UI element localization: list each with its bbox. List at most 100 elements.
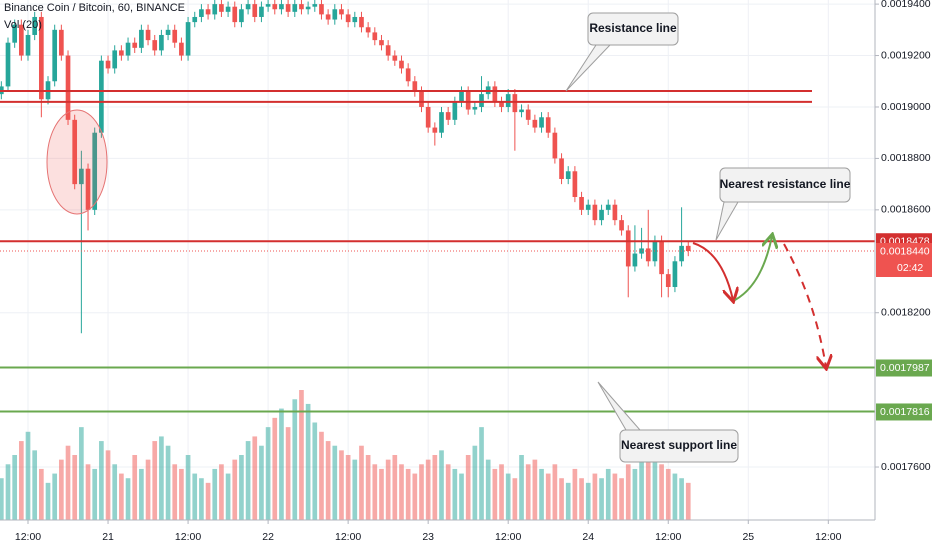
last-price-bg — [876, 242, 932, 277]
candle-body — [472, 106, 478, 110]
candle-body — [12, 24, 18, 43]
candle-body — [512, 94, 518, 113]
time-axis-bg — [0, 520, 932, 550]
annotation: Nearest support line — [621, 438, 737, 452]
x-tick-label: 25 — [742, 531, 754, 543]
volume-bar — [572, 468, 578, 520]
candle-body — [232, 6, 238, 23]
volume-bar — [0, 478, 4, 520]
volume-bar — [165, 445, 171, 520]
volume — [0, 390, 691, 520]
candle-body — [172, 29, 178, 43]
candle-body — [465, 91, 471, 110]
volume-bar — [45, 482, 51, 520]
volume-bar — [539, 468, 544, 520]
volume-bar — [332, 445, 338, 520]
volume-bar — [345, 455, 351, 520]
volume-bar — [505, 473, 511, 520]
annotation: Nearest resistance line — [720, 177, 851, 191]
volume-bar — [619, 478, 624, 520]
candle-body — [145, 29, 151, 41]
candle-body — [599, 209, 604, 221]
volume-bar — [592, 473, 598, 520]
volume-bar — [665, 468, 671, 520]
candle-body — [579, 196, 584, 210]
volume-bar — [519, 455, 524, 520]
candle-body — [539, 117, 544, 128]
volume-bar — [265, 427, 271, 520]
arrow-up — [734, 236, 772, 301]
candle-body — [265, 4, 271, 7]
candle-body — [159, 34, 164, 51]
volume-bar — [552, 464, 558, 520]
candle-body — [679, 245, 684, 262]
volume-bar — [12, 455, 18, 520]
volume-bar — [99, 441, 104, 520]
candle-body — [165, 29, 171, 35]
candle-body — [399, 60, 404, 69]
candle-body — [99, 60, 104, 133]
candle-body — [665, 274, 671, 288]
candle-body — [139, 29, 144, 48]
candle-body — [425, 106, 431, 128]
volume-bar — [559, 478, 564, 520]
candle-body — [299, 4, 304, 10]
volume-bar — [319, 431, 324, 520]
volume-bar — [492, 468, 498, 520]
candle-body — [225, 6, 231, 12]
candle-body — [112, 50, 118, 69]
volume-bar — [65, 445, 71, 520]
volume-bar — [685, 482, 691, 520]
candle-body — [499, 101, 504, 107]
volume-bar — [52, 473, 58, 520]
x-tick-label: 21 — [102, 531, 114, 543]
highlight-ellipse — [46, 109, 108, 215]
callout-box — [719, 167, 851, 203]
candle-body — [519, 109, 524, 113]
candle-body — [239, 9, 244, 23]
x-tick-label: 12:00 — [655, 531, 681, 543]
volume-bar — [672, 473, 678, 520]
volume-bar — [199, 478, 204, 520]
candle-body — [592, 204, 598, 221]
candle-body — [132, 42, 138, 48]
volume-bar — [92, 468, 98, 520]
volume-bar — [325, 441, 331, 520]
volume-bar — [379, 468, 384, 520]
x-tick-label: 12:00 — [495, 531, 521, 543]
volume-bar — [339, 450, 344, 520]
candle-body — [79, 168, 84, 185]
volume-bar — [525, 464, 531, 520]
x-tick-label: 12:00 — [815, 531, 841, 543]
levels — [0, 90, 875, 413]
x-tick-label: 12:00 — [175, 531, 201, 543]
volume-bar — [32, 450, 38, 520]
candle-body — [85, 168, 91, 210]
candle-body — [65, 55, 71, 120]
volume-bar — [279, 408, 284, 520]
volume-bar — [499, 464, 504, 520]
volume-bar — [172, 464, 178, 520]
volume-bar — [239, 455, 244, 520]
candle-body — [219, 4, 224, 12]
volume-bar — [385, 459, 391, 520]
candle-body — [212, 4, 218, 15]
candle-body — [359, 16, 364, 28]
volume-bar — [85, 464, 91, 520]
candle-body — [559, 158, 564, 179]
candle-body — [459, 91, 464, 102]
volume-bar — [625, 464, 631, 520]
volume-bar — [245, 441, 251, 520]
level-label-bg — [876, 403, 932, 421]
candle-body — [505, 94, 511, 107]
candle-body — [345, 14, 351, 23]
candle-body — [312, 4, 318, 7]
volume-bar — [39, 468, 44, 520]
volume-bar — [512, 478, 518, 520]
arrow-down — [692, 242, 733, 300]
level-label: 0.0017816 — [880, 406, 930, 418]
volume-bar — [639, 459, 644, 520]
candle-body — [32, 16, 38, 35]
volume-bar — [352, 459, 358, 520]
